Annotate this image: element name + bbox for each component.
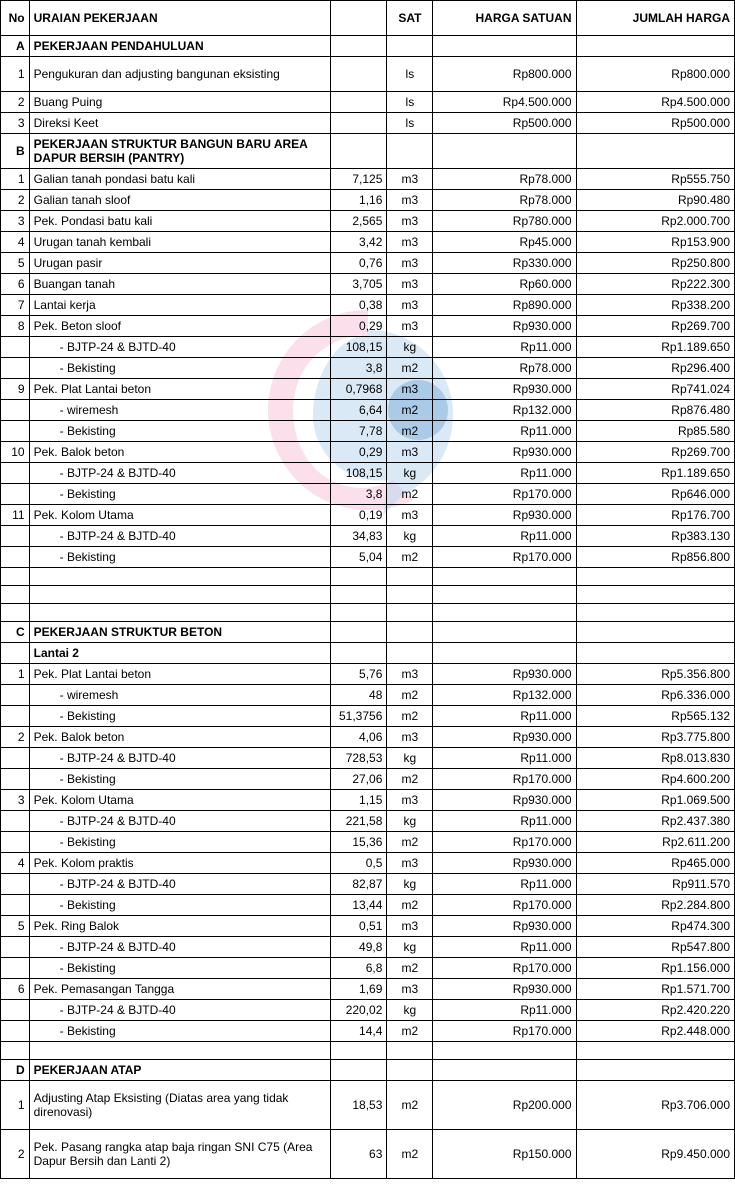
header-jumlah: JUMLAH HARGA	[576, 1, 735, 36]
empty-row	[1, 586, 735, 604]
empty-row	[1, 1042, 735, 1060]
header-harga: HARGA SATUAN	[433, 1, 576, 36]
table-row: 5Urugan pasir0,76m3Rp330.000Rp250.800	[1, 253, 735, 274]
empty-row	[1, 604, 735, 622]
empty-row	[1, 568, 735, 586]
table-row: - Bekisting5,04m2Rp170.000Rp856.800	[1, 547, 735, 568]
table-row: - Bekisting51,3756m2Rp11.000Rp565.132	[1, 706, 735, 727]
section-header: CPEKERJAAN STRUKTUR BETON	[1, 622, 735, 643]
table-row: - BJTP-24 & BJTD-40221,58kgRp11.000Rp2.4…	[1, 811, 735, 832]
table-row: - BJTP-24 & BJTD-40108,15kgRp11.000Rp1.1…	[1, 337, 735, 358]
header-uraian: URAIAN PEKERJAAN	[29, 1, 331, 36]
table-row: 6Buangan tanah3,705m3Rp60.000Rp222.300	[1, 274, 735, 295]
table-row: - BJTP-24 & BJTD-40108,15kgRp11.000Rp1.1…	[1, 463, 735, 484]
section-header: APEKERJAAN PENDAHULUAN	[1, 36, 735, 57]
table-row: - BJTP-24 & BJTD-4034,83kgRp11.000Rp383.…	[1, 526, 735, 547]
section-header: DPEKERJAAN ATAP	[1, 1060, 735, 1081]
table-row: - Bekisting14,4m2Rp170.000Rp2.448.000	[1, 1021, 735, 1042]
table-row: 1Adjusting Atap Eksisting (Diatas area y…	[1, 1081, 735, 1130]
table-row: 6Pek. Pemasangan Tangga1,69m3Rp930.000Rp…	[1, 979, 735, 1000]
table-row: - Bekisting27,06m2Rp170.000Rp4.600.200	[1, 769, 735, 790]
table-row: 7Lantai kerja0,38m3Rp890.000Rp338.200	[1, 295, 735, 316]
table-row: 1Galian tanah pondasi batu kali7,125m3Rp…	[1, 169, 735, 190]
table-row: - wiremesh6,64m2Rp132.000Rp876.480	[1, 400, 735, 421]
table-row: 1Pek. Plat Lantai beton5,76m3Rp930.000Rp…	[1, 664, 735, 685]
table-row: 4Urugan tanah kembali3,42m3Rp45.000Rp153…	[1, 232, 735, 253]
table-row: - Bekisting13,44m2Rp170.000Rp2.284.800	[1, 895, 735, 916]
header-row: No URAIAN PEKERJAAN SAT HARGA SATUAN JUM…	[1, 1, 735, 36]
table-row: 2Buang PuinglsRp4.500.000Rp4.500.000	[1, 92, 735, 113]
table-row: 2Galian tanah sloof1,16m3Rp78.000Rp90.48…	[1, 190, 735, 211]
table-row: 3Pek. Kolom Utama1,15m3Rp930.000Rp1.069.…	[1, 790, 735, 811]
table-row: 2Pek. Balok beton4,06m3Rp930.000Rp3.775.…	[1, 727, 735, 748]
table-row: - Bekisting6,8m2Rp170.000Rp1.156.000	[1, 958, 735, 979]
header-no: No	[1, 1, 30, 36]
table-row: 1Pengukuran dan adjusting bangunan eksis…	[1, 57, 735, 92]
table-row: 10Pek. Balok beton0,29m3Rp930.000Rp269.7…	[1, 442, 735, 463]
table-row: - wiremesh48m2Rp132.000Rp6.336.000	[1, 685, 735, 706]
table-row: 11Pek. Kolom Utama0,19m3Rp930.000Rp176.7…	[1, 505, 735, 526]
header-qty	[331, 1, 387, 36]
table-row: 2Pek. Pasang rangka atap baja ringan SNI…	[1, 1130, 735, 1179]
table-row: - Bekisting15,36m2Rp170.000Rp2.611.200	[1, 832, 735, 853]
table-row: - BJTP-24 & BJTD-4049,8kgRp11.000Rp547.8…	[1, 937, 735, 958]
table-row: - BJTP-24 & BJTD-40728,53kgRp11.000Rp8.0…	[1, 748, 735, 769]
table-row: - Bekisting3,8m2Rp78.000Rp296.400	[1, 358, 735, 379]
table-row: 8Pek. Beton sloof0,29m3Rp930.000Rp269.70…	[1, 316, 735, 337]
header-sat: SAT	[387, 1, 433, 36]
table-row: - Bekisting3,8m2Rp170.000Rp646.000	[1, 484, 735, 505]
table-row: 3Pek. Pondasi batu kali2,565m3Rp780.000R…	[1, 211, 735, 232]
table-row: 9Pek. Plat Lantai beton0,7968m3Rp930.000…	[1, 379, 735, 400]
table-row: 5Pek. Ring Balok0,51m3Rp930.000Rp474.300	[1, 916, 735, 937]
section-header: BPEKERJAAN STRUKTUR BANGUN BARU AREA DAP…	[1, 134, 735, 169]
table-row: - BJTP-24 & BJTD-40220,02kgRp11.000Rp2.4…	[1, 1000, 735, 1021]
table-row: 3Direksi KeetlsRp500.000Rp500.000	[1, 113, 735, 134]
table-row: 4Pek. Kolom praktis0,5m3Rp930.000Rp465.0…	[1, 853, 735, 874]
cost-table: No URAIAN PEKERJAAN SAT HARGA SATUAN JUM…	[0, 0, 735, 1179]
section-subtitle: Lantai 2	[1, 643, 735, 664]
table-row: - BJTP-24 & BJTD-4082,87kgRp11.000Rp911.…	[1, 874, 735, 895]
table-row: - Bekisting7,78m2Rp11.000Rp85.580	[1, 421, 735, 442]
